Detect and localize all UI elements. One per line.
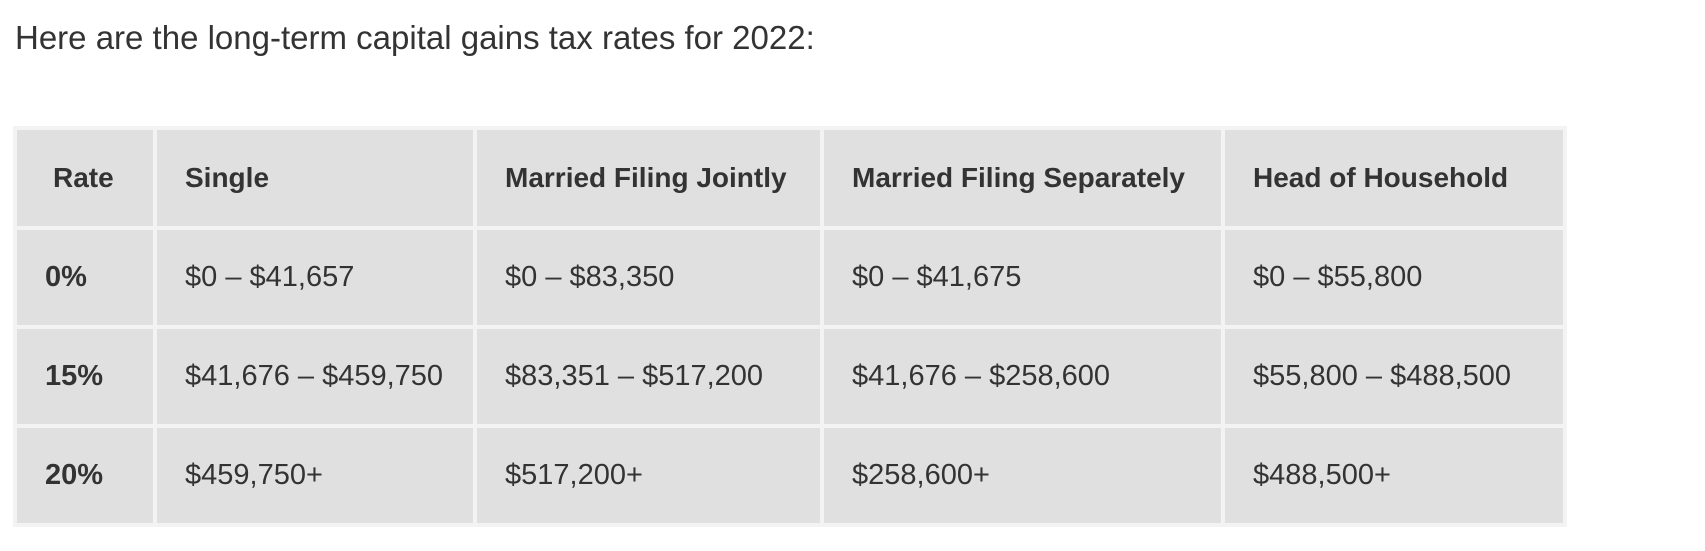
table-row: 0% $0 – $41,657 $0 – $83,350 $0 – $41,67…	[17, 230, 1563, 325]
header-married-filing-separately: Married Filing Separately	[824, 130, 1221, 226]
header-married-filing-jointly: Married Filing Jointly	[477, 130, 820, 226]
married-jointly-cell: $0 – $83,350	[477, 230, 820, 325]
single-cell: $459,750+	[157, 428, 473, 523]
capital-gains-tax-table: Rate Single Married Filing Jointly Marri…	[13, 126, 1567, 527]
table-row: 20% $459,750+ $517,200+ $258,600+ $488,5…	[17, 428, 1563, 523]
header-rate: Rate	[17, 130, 153, 226]
single-cell: $41,676 – $459,750	[157, 329, 473, 424]
married-separately-cell: $0 – $41,675	[824, 230, 1221, 325]
rate-cell: 15%	[17, 329, 153, 424]
table-header-row: Rate Single Married Filing Jointly Marri…	[17, 130, 1563, 226]
married-jointly-cell: $83,351 – $517,200	[477, 329, 820, 424]
rate-cell: 0%	[17, 230, 153, 325]
head-of-household-cell: $0 – $55,800	[1225, 230, 1563, 325]
married-separately-cell: $258,600+	[824, 428, 1221, 523]
intro-paragraph: Here are the long-term capital gains tax…	[15, 19, 815, 56]
table-row: 15% $41,676 – $459,750 $83,351 – $517,20…	[17, 329, 1563, 424]
rate-cell: 20%	[17, 428, 153, 523]
header-head-of-household: Head of Household	[1225, 130, 1563, 226]
single-cell: $0 – $41,657	[157, 230, 473, 325]
married-separately-cell: $41,676 – $258,600	[824, 329, 1221, 424]
married-jointly-cell: $517,200+	[477, 428, 820, 523]
header-single: Single	[157, 130, 473, 226]
head-of-household-cell: $488,500+	[1225, 428, 1563, 523]
head-of-household-cell: $55,800 – $488,500	[1225, 329, 1563, 424]
